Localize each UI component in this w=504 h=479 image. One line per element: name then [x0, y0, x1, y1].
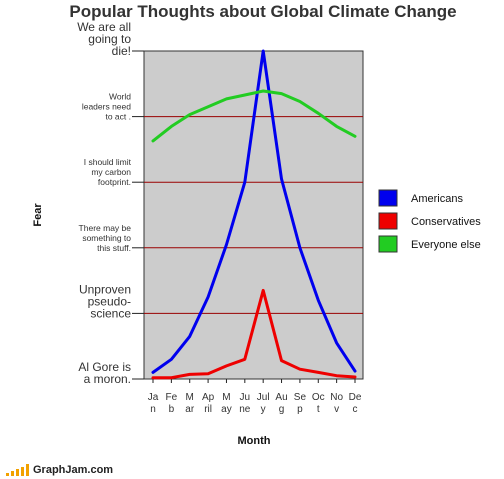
legend-swatch-everyone-else — [378, 235, 398, 253]
chart-title: Popular Thoughts about Global Climate Ch… — [69, 2, 456, 21]
legend: Americans Conservatives Everyone else — [378, 189, 481, 253]
legend-swatch-americans — [378, 189, 398, 207]
x-tick-label: Oc t — [312, 392, 325, 415]
legend-label-everyone-else: Everyone else — [411, 239, 481, 251]
y-tick-label: There may be something to this stuff. — [79, 223, 132, 253]
graphjam-bars-icon — [6, 464, 29, 476]
x-tick-label: No v — [330, 392, 343, 415]
x-tick-label: Ap ril — [202, 392, 215, 415]
x-axis-ticks: Ja n Fe b M ar Ap ril M ay Ju ne Jul y Au g Se p Oc t No v De c — [148, 379, 362, 415]
y-tick-label: World leaders need to act . — [82, 92, 131, 122]
legend-label-americans: Americans — [411, 193, 463, 205]
x-axis-label: Month — [238, 435, 271, 447]
legend-label-conservatives: Conservatives — [411, 216, 481, 228]
x-tick-label: Au g — [275, 392, 287, 415]
series-line-conservatives — [151, 288, 357, 380]
y-axis-label: Fear — [32, 203, 44, 227]
x-tick-label: De c — [349, 392, 362, 415]
series-group — [151, 49, 357, 380]
x-tick-label: Ju ne — [239, 392, 251, 415]
x-tick-label: Jul y — [257, 392, 270, 415]
y-tick-label: Al Gore is a moron. — [78, 360, 131, 386]
y-tick-label: Unproven pseudo-science — [79, 282, 131, 320]
x-tick-label: Se p — [294, 392, 307, 415]
footer-logo: GraphJam.com — [6, 462, 113, 476]
chart: Popular Thoughts about Global Climate Ch… — [32, 2, 481, 447]
x-tick-label: Ja n — [148, 392, 159, 415]
legend-swatch-conservatives — [378, 212, 398, 230]
y-tick-label: We are all going to die! — [77, 20, 131, 58]
y-tick-label: I should limit my carbon footprint. — [84, 157, 132, 187]
footer-brand: GraphJam.com — [33, 464, 114, 476]
y-axis-ticks: Al Gore is a moron. Unproven pseudo-science… — [77, 20, 144, 386]
series-line-everyone-else — [151, 89, 357, 143]
series-line-americans — [151, 49, 357, 374]
x-tick-label: Fe b — [166, 392, 178, 415]
